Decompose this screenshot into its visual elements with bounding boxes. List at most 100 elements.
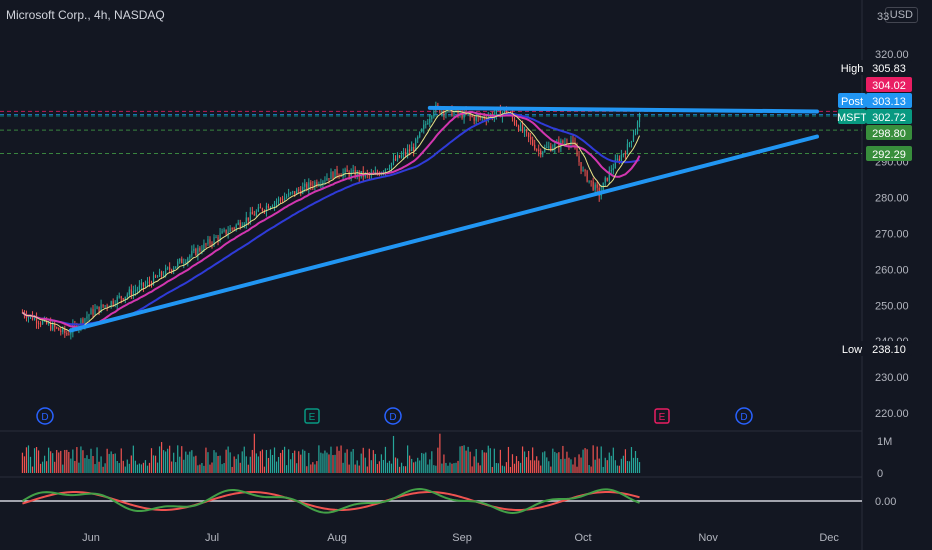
candle-body <box>37 323 40 325</box>
volume-bar <box>340 445 342 473</box>
volume-bar <box>183 459 185 473</box>
volume-bar <box>241 451 243 473</box>
x-axis-label: Dec <box>819 532 839 544</box>
candle-body <box>419 131 421 137</box>
candle-body <box>546 147 548 149</box>
candle-body <box>592 181 594 190</box>
candle-body <box>68 334 70 336</box>
candle-body <box>330 172 332 180</box>
candle-body <box>574 141 576 149</box>
candle-body <box>128 289 130 295</box>
volume-bar <box>316 461 318 473</box>
volume-bar <box>298 451 300 473</box>
volume-bar <box>82 450 84 473</box>
volume-bar <box>606 460 608 473</box>
candle-body <box>189 255 191 259</box>
candle-body <box>179 258 181 262</box>
candle-body <box>88 314 90 317</box>
volume-bar <box>231 466 233 473</box>
volume-bar <box>536 456 538 473</box>
candle-body <box>530 137 532 140</box>
earnings-marker-icon <box>654 408 670 424</box>
candle-body <box>548 146 550 148</box>
volume-bar <box>207 452 209 473</box>
volume-bar <box>44 455 46 473</box>
candle-body <box>542 151 544 155</box>
volume-bar <box>390 463 393 473</box>
candle-body <box>296 189 298 195</box>
price-tag-value: 292.29 <box>872 149 906 161</box>
volume-bar <box>144 460 147 473</box>
candle-body <box>191 250 193 256</box>
volume-bar <box>288 449 290 473</box>
price-tag-label: MSFT <box>837 112 867 124</box>
candle-body <box>70 332 72 335</box>
volume-bar <box>64 449 66 473</box>
volume-bar <box>60 450 62 473</box>
candle-body <box>596 184 598 188</box>
candle-body <box>523 129 526 132</box>
volume-bar <box>598 458 600 473</box>
currency-label[interactable]: USD <box>884 7 918 23</box>
volume-bar <box>300 454 302 473</box>
candle-body <box>96 306 98 310</box>
volume-bar <box>90 448 92 473</box>
volume-bar <box>507 446 510 473</box>
candle-body <box>112 301 114 305</box>
volume-bar <box>447 465 449 473</box>
volume-bar <box>27 445 30 473</box>
candle-body <box>281 199 284 201</box>
price-tag-value: 238.10 <box>872 344 906 356</box>
volume-bar <box>189 451 191 473</box>
volume-bar <box>374 453 376 473</box>
price-tag-292-29: 292.29 <box>866 146 912 161</box>
volume-bar <box>453 463 455 473</box>
volume-bar <box>433 465 435 473</box>
volume-bar <box>534 460 536 473</box>
price-tag-post: Post 303.13 <box>838 93 912 108</box>
candle-body <box>576 148 578 157</box>
candle-body <box>118 296 120 298</box>
price-tag-low: Low 238.10 <box>838 341 912 356</box>
ma-mid-line <box>21 111 641 329</box>
candle-body <box>570 140 572 145</box>
volume-bar <box>540 465 542 473</box>
price-tick-label: 320.00 <box>875 49 909 61</box>
volume-bar <box>489 448 491 473</box>
candle-body <box>50 322 52 330</box>
volume-bar <box>277 456 280 473</box>
volume-bar <box>148 462 151 473</box>
volume-bar <box>275 461 278 473</box>
oscillator-tick-label: 0.00 <box>875 496 896 508</box>
candle-body <box>386 168 389 170</box>
candle-body <box>616 158 618 160</box>
volume-bar <box>132 445 134 473</box>
volume-bar <box>318 445 320 473</box>
candle-body <box>84 318 86 324</box>
candle-body <box>201 250 203 252</box>
candle-body <box>503 109 506 113</box>
candle-body <box>324 180 326 182</box>
volume-bar <box>475 449 477 473</box>
volume-bar <box>612 447 614 473</box>
volume-bar <box>636 457 639 473</box>
volume-bar <box>542 452 544 473</box>
candle-body <box>292 191 294 193</box>
volume-bar <box>253 433 255 473</box>
event-marker: D <box>735 407 753 425</box>
volume-bar <box>118 463 120 473</box>
price-tag-value-bg <box>866 77 912 92</box>
price-tag-value: 303.13 <box>872 96 906 108</box>
volume-bar <box>70 458 72 473</box>
candle-body <box>302 186 304 194</box>
volume-bar <box>348 464 350 473</box>
volume-bar <box>197 465 199 473</box>
candle-body <box>229 228 231 232</box>
volume-bar <box>457 460 459 473</box>
volume-bar <box>610 455 612 473</box>
candle-body <box>437 104 439 107</box>
volume-bar <box>431 451 433 473</box>
candle-body <box>279 198 282 200</box>
volume-bar <box>439 433 441 473</box>
